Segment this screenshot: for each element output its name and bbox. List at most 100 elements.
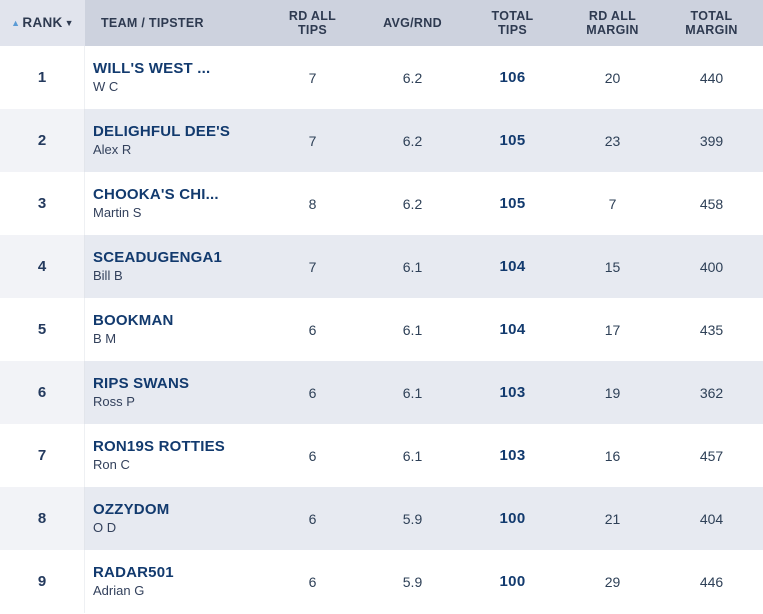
rank-value: 8 <box>0 487 85 550</box>
team-name: OZZYDOM <box>93 500 170 518</box>
total-margin-value: 404 <box>699 510 724 527</box>
avg-rnd-value: 6.1 <box>402 258 423 275</box>
tipster-name: Ron C <box>93 456 130 472</box>
column-header-total-margin[interactable]: TOTAL MARGIN <box>685 8 738 37</box>
total-tips-value: 104 <box>499 258 526 275</box>
sort-descending-icon[interactable]: ▼ <box>64 17 74 28</box>
team-cell: DELIGHFUL DEE'S Alex R <box>85 109 260 172</box>
rd-all-margin-value: 17 <box>604 321 621 338</box>
rank-value: 2 <box>0 109 85 172</box>
column-header-rank[interactable]: ▲ RANK ▼ <box>0 0 85 46</box>
tipster-name: Ross P <box>93 393 135 409</box>
tipster-name: W C <box>93 78 119 94</box>
total-tips-value: 100 <box>499 573 526 590</box>
team-cell: BOOKMAN B M <box>85 298 260 361</box>
rank-value: 5 <box>0 298 85 361</box>
total-tips-value: 105 <box>499 132 526 149</box>
total-margin-value: 446 <box>699 573 724 590</box>
rd-all-tips-value: 7 <box>308 69 317 86</box>
total-tips-value: 103 <box>499 447 526 464</box>
total-tips-value: 104 <box>499 321 526 338</box>
avg-rnd-value: 6.1 <box>402 384 423 401</box>
rd-all-margin-value: 29 <box>604 573 621 590</box>
team-name: CHOOKA'S CHI... <box>93 185 219 203</box>
rd-all-tips-value: 6 <box>308 384 317 401</box>
team-name: RIPS SWANS <box>93 374 190 392</box>
team-name: SCEADUGENGA1 <box>93 248 223 266</box>
rd-all-tips-value: 8 <box>308 195 317 212</box>
team-cell: RON19S ROTTIES Ron C <box>85 424 260 487</box>
column-header-avg-rnd[interactable]: AVG/RND <box>383 15 442 30</box>
rd-all-margin-value: 20 <box>604 69 621 86</box>
total-margin-value: 458 <box>699 195 724 212</box>
rd-all-margin-value: 15 <box>604 258 621 275</box>
team-name: RON19S ROTTIES <box>93 437 225 455</box>
table-row[interactable]: 9 RADAR501 Adrian G 6 5.9 100 29 446 <box>0 550 763 613</box>
column-header-total-tips[interactable]: TOTAL TIPS <box>491 8 534 37</box>
tipster-name: Bill B <box>93 267 123 283</box>
table-row[interactable]: 7 RON19S ROTTIES Ron C 6 6.1 103 16 457 <box>0 424 763 487</box>
team-cell: CHOOKA'S CHI... Martin S <box>85 172 260 235</box>
tipster-name: B M <box>93 330 117 346</box>
tipster-name: Martin S <box>93 204 142 220</box>
column-header-rd-all-tips[interactable]: RD ALL TIPS <box>288 8 337 37</box>
team-name: RADAR501 <box>93 563 174 581</box>
column-header-rank-label: RANK <box>22 15 63 31</box>
total-tips-value: 103 <box>499 384 526 401</box>
total-margin-value: 399 <box>699 132 724 149</box>
table-row[interactable]: 2 DELIGHFUL DEE'S Alex R 7 6.2 105 23 39… <box>0 109 763 172</box>
rd-all-tips-value: 6 <box>308 510 317 527</box>
column-header-rd-all-margin[interactable]: RD ALL MARGIN <box>586 8 639 37</box>
team-name: BOOKMAN <box>93 311 174 329</box>
table-row[interactable]: 1 WILL'S WEST ... W C 7 6.2 106 20 440 <box>0 46 763 109</box>
team-name: WILL'S WEST ... <box>93 59 211 77</box>
avg-rnd-value: 6.1 <box>402 447 423 464</box>
total-margin-value: 435 <box>699 321 724 338</box>
team-cell: WILL'S WEST ... W C <box>85 46 260 109</box>
tipster-name: Adrian G <box>93 582 145 598</box>
team-cell: OZZYDOM O D <box>85 487 260 550</box>
rd-all-margin-value: 21 <box>604 510 621 527</box>
rd-all-tips-value: 6 <box>308 321 317 338</box>
rd-all-margin-value: 23 <box>604 132 621 149</box>
rank-value: 7 <box>0 424 85 487</box>
rd-all-tips-value: 6 <box>308 573 317 590</box>
rank-value: 3 <box>0 172 85 235</box>
avg-rnd-value: 5.9 <box>402 573 423 590</box>
total-margin-value: 440 <box>699 69 724 86</box>
table-row[interactable]: 3 CHOOKA'S CHI... Martin S 8 6.2 105 7 4… <box>0 172 763 235</box>
avg-rnd-value: 6.2 <box>402 132 423 149</box>
rd-all-margin-value: 7 <box>608 195 617 212</box>
table-row[interactable]: 4 SCEADUGENGA1 Bill B 7 6.1 104 15 400 <box>0 235 763 298</box>
tipster-name: O D <box>93 519 117 535</box>
team-cell: RIPS SWANS Ross P <box>85 361 260 424</box>
rd-all-margin-value: 19 <box>604 384 621 401</box>
team-cell: RADAR501 Adrian G <box>85 550 260 613</box>
avg-rnd-value: 6.2 <box>402 69 423 86</box>
avg-rnd-value: 6.2 <box>402 195 423 212</box>
rank-value: 9 <box>0 550 85 613</box>
tipster-name: Alex R <box>93 141 132 157</box>
table-row[interactable]: 5 BOOKMAN B M 6 6.1 104 17 435 <box>0 298 763 361</box>
total-margin-value: 362 <box>699 384 724 401</box>
total-margin-value: 457 <box>699 447 724 464</box>
rd-all-tips-value: 6 <box>308 447 317 464</box>
rd-all-tips-value: 7 <box>308 132 317 149</box>
total-tips-value: 106 <box>499 69 526 86</box>
avg-rnd-value: 5.9 <box>402 510 423 527</box>
table-header-row: ▲ RANK ▼ TEAM / TIPSTER RD ALL TIPS AVG/… <box>0 0 763 46</box>
rd-all-tips-value: 7 <box>308 258 317 275</box>
sort-ascending-icon[interactable]: ▲ <box>11 17 21 28</box>
rank-value: 6 <box>0 361 85 424</box>
table-row[interactable]: 6 RIPS SWANS Ross P 6 6.1 103 19 362 <box>0 361 763 424</box>
table-row[interactable]: 8 OZZYDOM O D 6 5.9 100 21 404 <box>0 487 763 550</box>
avg-rnd-value: 6.1 <box>402 321 423 338</box>
rank-value: 1 <box>0 46 85 109</box>
table-body: 1 WILL'S WEST ... W C 7 6.2 106 20 440 2… <box>0 46 763 613</box>
team-cell: SCEADUGENGA1 Bill B <box>85 235 260 298</box>
total-tips-value: 100 <box>499 510 526 527</box>
team-name: DELIGHFUL DEE'S <box>93 122 231 140</box>
column-header-team-tipster[interactable]: TEAM / TIPSTER <box>101 15 204 30</box>
total-tips-value: 105 <box>499 195 526 212</box>
